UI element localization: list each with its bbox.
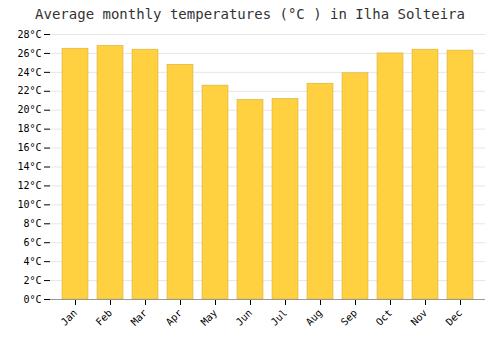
svg-text:16°C: 16°C bbox=[17, 142, 41, 153]
svg-text:28°C: 28°C bbox=[17, 29, 41, 40]
svg-text:12°C: 12°C bbox=[17, 180, 41, 191]
svg-text:Oct: Oct bbox=[374, 307, 395, 328]
svg-text:6°C: 6°C bbox=[23, 237, 41, 248]
svg-text:Jun: Jun bbox=[234, 307, 255, 328]
svg-text:24°C: 24°C bbox=[17, 67, 41, 78]
svg-text:Apr: Apr bbox=[164, 307, 185, 328]
svg-text:Mar: Mar bbox=[129, 307, 150, 328]
svg-text:20°C: 20°C bbox=[17, 104, 41, 115]
svg-text:Aug: Aug bbox=[304, 307, 325, 328]
svg-text:May: May bbox=[199, 307, 220, 328]
svg-text:8°C: 8°C bbox=[23, 218, 41, 229]
svg-text:26°C: 26°C bbox=[17, 48, 41, 59]
svg-text:10°C: 10°C bbox=[17, 199, 41, 210]
svg-text:Jan: Jan bbox=[59, 307, 80, 328]
svg-text:2°C: 2°C bbox=[23, 275, 41, 286]
html-text:Average monthly temperatures (: Average monthly temperatures (°C ) in Il… bbox=[35, 6, 465, 22]
svg-text:4°C: 4°C bbox=[23, 256, 41, 267]
svg-text:Feb: Feb bbox=[94, 307, 115, 328]
svg-text:22°C: 22°C bbox=[17, 85, 41, 96]
svg-text:Jul: Jul bbox=[269, 307, 290, 328]
svg-text:0°C: 0°C bbox=[23, 294, 41, 305]
svg-text:14°C: 14°C bbox=[17, 161, 41, 172]
svg-text:Sep: Sep bbox=[339, 307, 360, 328]
svg-text:Dec: Dec bbox=[444, 307, 465, 328]
svg-text:18°C: 18°C bbox=[17, 123, 41, 134]
svg-text:Nov: Nov bbox=[409, 307, 430, 328]
